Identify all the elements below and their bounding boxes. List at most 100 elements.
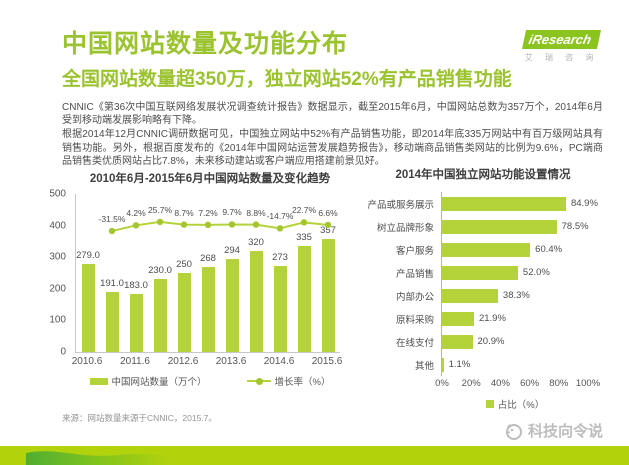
hbar-track: 60.4% (441, 238, 614, 261)
legend-label-line: 增长率（%） (274, 377, 331, 388)
x-axis-tick: 2011.6 (120, 356, 150, 367)
line-marker-icon (108, 227, 116, 235)
legend-item-bars: 中国网站数量（万个） (89, 374, 207, 388)
bar (129, 294, 143, 352)
footer-strip: 13 (0, 446, 629, 465)
hbar (442, 196, 566, 211)
bar (177, 273, 191, 352)
bar (201, 267, 215, 352)
hbar-category-label: 树立品牌形象 (376, 222, 434, 234)
legend-item-line: 增长率（%） (246, 374, 331, 388)
line-marker-icon (252, 221, 260, 228)
y-axis-tick: 300 (49, 251, 66, 263)
hbar-track: 78.5% (441, 215, 614, 238)
right-chart-legend: 占比（%） (442, 397, 588, 411)
rooster-icon (505, 423, 522, 440)
bar (249, 250, 263, 352)
hbar-row: 产品销售 52.0% (352, 261, 614, 284)
hbar (442, 219, 557, 234)
x-axis-tick: 2014.6 (263, 356, 295, 367)
y-axis-tick: 100 (49, 314, 66, 326)
growth-value-label: 9.7% (222, 207, 242, 218)
x-axis-tick: 80% (549, 378, 569, 389)
x-axis-tick: 2013.6 (215, 356, 247, 367)
hbar-value-label: 1.1% (448, 359, 471, 370)
legend-label-share: 占比（%） (497, 400, 545, 411)
iresearch-logo-caption: 艾 瑞 咨 询 (524, 53, 599, 62)
hbar-value-label: 20.9% (477, 336, 505, 347)
page-title: 中国网站数量及功能分布 (62, 30, 349, 58)
growth-value-label: 8.7% (174, 207, 194, 218)
hbar-value-label: 78.5% (561, 221, 589, 232)
x-axis-tick: 2010.6 (71, 356, 103, 367)
hbar (442, 288, 498, 303)
hbar-row: 内部办公 38.3% (352, 284, 614, 307)
x-axis-tick: 60% (520, 378, 540, 389)
y-axis-tick: 200 (49, 283, 66, 295)
page-subtitle: 全国网站数量超350万，独立网站52%有产品销售功能 (62, 69, 512, 90)
bar (225, 259, 239, 352)
growth-value-label: 22.7% (291, 205, 317, 216)
left-chart-y-axis: 0 100 200 300 400 500 (33, 189, 75, 358)
bar-value-label: 183.0 (124, 280, 148, 292)
hbar-category-label: 原料采购 (395, 314, 434, 326)
bar (153, 279, 167, 352)
bar-swatch-icon (485, 400, 494, 408)
x-axis-tick: 100% (575, 378, 601, 389)
hbar-value-label: 21.9% (478, 313, 506, 324)
line-marker-icon (156, 218, 164, 226)
x-axis-tick: 40% (490, 378, 510, 389)
bar (321, 239, 335, 352)
hbar-category-label: 其他 (414, 360, 434, 372)
hbar (442, 357, 444, 372)
line-swatch-icon (246, 377, 271, 385)
hbar-track: 38.3% (441, 284, 614, 307)
hbar-track: 21.9% (441, 307, 614, 330)
line-marker-icon (300, 219, 308, 226)
growth-value-label: -31.5% (98, 214, 126, 225)
hbar-row: 原料采购 21.9% (352, 307, 614, 330)
hbar-track: 1.1% (441, 353, 614, 376)
bar (105, 291, 119, 352)
growth-value-label: 6.6% (318, 207, 338, 218)
bar-value-label: 268 (200, 253, 216, 265)
hbar-track: 20.9% (441, 330, 614, 353)
bar-value-label: 357 (320, 225, 336, 237)
hbar-track: 84.9% (441, 192, 614, 215)
iresearch-logo-mark: iResearch (521, 30, 602, 49)
hbar-row: 在线支付 20.9% (352, 330, 614, 353)
left-chart-plot: 279.0 191.0 183.0 230.0 250 268 294 320 273 335 35… (75, 194, 340, 353)
line-marker-icon (204, 221, 212, 229)
hbar-category-label: 产品销售 (395, 268, 434, 280)
left-chart: 2010年6月-2015年6月中国网站数量及变化趋势 0 100 200 300 400… (33, 170, 351, 388)
hbar (442, 242, 531, 257)
y-axis-tick: 400 (49, 220, 66, 232)
line-marker-icon (132, 222, 140, 229)
left-chart-legend: 中国网站数量（万个） 增长率（%） (33, 374, 351, 388)
bar-value-label: 273 (272, 251, 288, 263)
bar (297, 246, 311, 352)
hbar-value-label: 52.0% (522, 267, 550, 278)
hbar-value-label: 60.4% (535, 244, 563, 255)
hbar-row: 客户服务 60.4% (352, 238, 614, 261)
growth-value-label: -14.7% (266, 211, 294, 222)
bar-value-label: 250 (176, 259, 192, 270)
hbar (442, 334, 473, 349)
line-marker-icon (276, 225, 284, 232)
y-axis-tick: 500 (49, 188, 66, 200)
intro-paragraph-2: 根据2014年12月CNNIC调研数据可见，中国独立网站中52%有产品销售功能，… (62, 129, 603, 167)
y-axis-tick: 0 (60, 346, 66, 358)
watermark: 科技向令说 (503, 420, 603, 441)
bar-value-label: 279.0 (76, 249, 100, 261)
hbar-category-label: 内部办公 (395, 291, 434, 303)
hbar-category-label: 客户服务 (395, 245, 434, 257)
line-marker-icon (324, 221, 332, 229)
iresearch-logo: iResearch 艾 瑞 咨 询 (521, 30, 602, 63)
legend-label-bars: 中国网站数量（万个） (111, 377, 207, 388)
hbar-category-label: 产品或服务展示 (367, 199, 434, 211)
growth-value-label: 25.7% (147, 204, 173, 215)
intro-text: CNNIC《第36次中国互联网络发展状况调查统计报告》数据显示，截至2015年6… (62, 101, 603, 169)
hbar-category-label: 在线支付 (395, 337, 434, 349)
left-chart-title: 2010年6月-2015年6月中国网站数量及变化趋势 (89, 173, 331, 185)
